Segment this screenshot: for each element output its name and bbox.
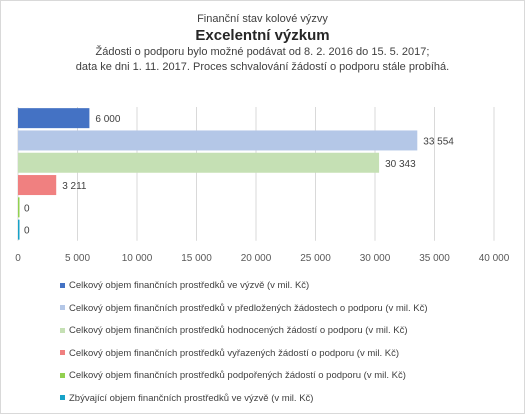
- x-tick-label: 25 000: [300, 253, 331, 264]
- legend-label: Celkový objem finančních prostředků hodn…: [69, 325, 408, 336]
- legend-item: Celkový objem finančních prostředků v př…: [60, 298, 520, 321]
- x-tick-label: 5 000: [65, 253, 90, 264]
- chart-subtitle-line-2: data ke dni 1. 11. 2017. Proces schvalov…: [75, 61, 450, 73]
- x-tick-label: 30 000: [360, 253, 391, 264]
- bar: [18, 108, 90, 129]
- bar: [18, 152, 380, 173]
- legend-swatch: [60, 305, 65, 311]
- bar: [18, 175, 57, 196]
- legend-item: Celkový objem finančních prostředků hodn…: [60, 320, 520, 343]
- bar-value-label: 3 211: [62, 181, 87, 192]
- legend-label: Zbývající objem finančních prostředků ve…: [69, 392, 314, 404]
- chart-subtitle-line-1: Žádosti o podporu bylo možné podávat od …: [95, 46, 430, 58]
- bar-chart: 0 5 000 10 000 15 000 20 000 25 000 30 000 35 0…: [15, 107, 510, 264]
- bar: [18, 219, 20, 240]
- legend-swatch: [60, 350, 65, 356]
- legend-item: Celkový objem finančních prostředků podp…: [60, 365, 520, 388]
- legend-swatch: [60, 327, 65, 333]
- legend-label: Celkový objem finančních prostředků podp…: [69, 370, 406, 381]
- legend-label: Celkový objem finančních prostředků ve v…: [69, 280, 310, 291]
- x-tick-label: 0: [15, 253, 21, 264]
- legend-item: Celkový objem finančních prostředků ve v…: [60, 275, 520, 298]
- bar: [18, 130, 418, 151]
- bar-value-label: 33 554: [423, 136, 454, 147]
- bar-value-label: 0: [24, 226, 30, 237]
- legend-item: Celkový objem finančních prostředků vyřa…: [60, 343, 520, 366]
- legend-swatch: [60, 372, 65, 378]
- bar-value-label: 0: [24, 203, 30, 214]
- legend-label: Celkový objem finančních prostředků v př…: [69, 302, 428, 314]
- chart-legend: Celkový objem finančních prostředků ve v…: [60, 275, 520, 410]
- chart-titles: Finanční stav kolové výzvy Excelentní vý…: [0, 12, 525, 75]
- x-tick-label: 40 000: [479, 253, 510, 264]
- legend-label: Celkový objem finančních prostředků vyřa…: [69, 347, 400, 359]
- bar: [18, 197, 20, 218]
- x-tick-label: 15 000: [181, 253, 212, 264]
- x-tick-label: 20 000: [241, 253, 272, 264]
- bar-value-label: 30 343: [385, 159, 416, 170]
- chart-pretitle: Finanční stav kolové výzvy: [197, 13, 328, 25]
- x-tick-label: 35 000: [419, 253, 450, 264]
- legend-item: Zbývající objem finančních prostředků ve…: [60, 388, 520, 411]
- legend-swatch: [60, 282, 65, 288]
- bar-value-label: 6 000: [95, 114, 120, 125]
- chart-title: Excelentní výzkum: [195, 27, 330, 44]
- x-tick-label: 10 000: [122, 253, 153, 264]
- legend-swatch: [60, 395, 65, 401]
